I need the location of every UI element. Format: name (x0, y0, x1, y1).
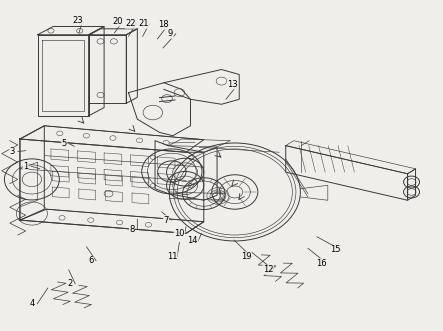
Text: 21: 21 (139, 19, 149, 28)
Text: 1: 1 (23, 162, 28, 171)
Text: 18: 18 (158, 20, 168, 29)
Text: 12: 12 (263, 265, 273, 274)
Text: 7: 7 (163, 215, 169, 225)
Text: 16: 16 (316, 259, 326, 268)
Text: 23: 23 (72, 16, 83, 25)
Text: 22: 22 (125, 19, 136, 28)
Text: 9: 9 (168, 29, 173, 38)
Text: 10: 10 (174, 229, 185, 238)
Text: 19: 19 (241, 252, 251, 261)
Text: 13: 13 (227, 80, 238, 89)
Text: 20: 20 (112, 17, 123, 26)
Text: 4: 4 (29, 299, 35, 308)
Text: 5: 5 (62, 139, 67, 149)
Text: 8: 8 (129, 224, 135, 234)
Text: 2: 2 (67, 279, 73, 289)
Text: 14: 14 (187, 236, 198, 246)
Text: 11: 11 (167, 252, 177, 261)
Text: 3: 3 (10, 147, 15, 156)
Text: 6: 6 (88, 256, 93, 265)
Text: 15: 15 (330, 245, 341, 255)
